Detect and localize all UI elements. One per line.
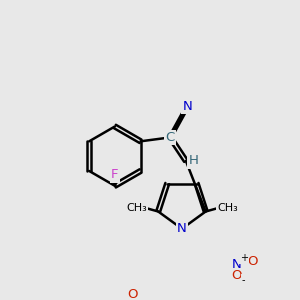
Text: H: H bbox=[189, 154, 199, 167]
Text: CH₃: CH₃ bbox=[217, 202, 238, 213]
Text: O: O bbox=[128, 288, 138, 300]
Text: N: N bbox=[232, 258, 242, 271]
Text: +: + bbox=[239, 254, 247, 263]
Text: F: F bbox=[111, 168, 118, 182]
Text: C: C bbox=[166, 131, 175, 144]
Text: -: - bbox=[242, 275, 245, 285]
Text: CH₃: CH₃ bbox=[126, 202, 147, 213]
Text: O: O bbox=[231, 269, 242, 282]
Text: N: N bbox=[182, 100, 192, 113]
Text: N: N bbox=[177, 222, 187, 235]
Text: O: O bbox=[247, 255, 257, 268]
